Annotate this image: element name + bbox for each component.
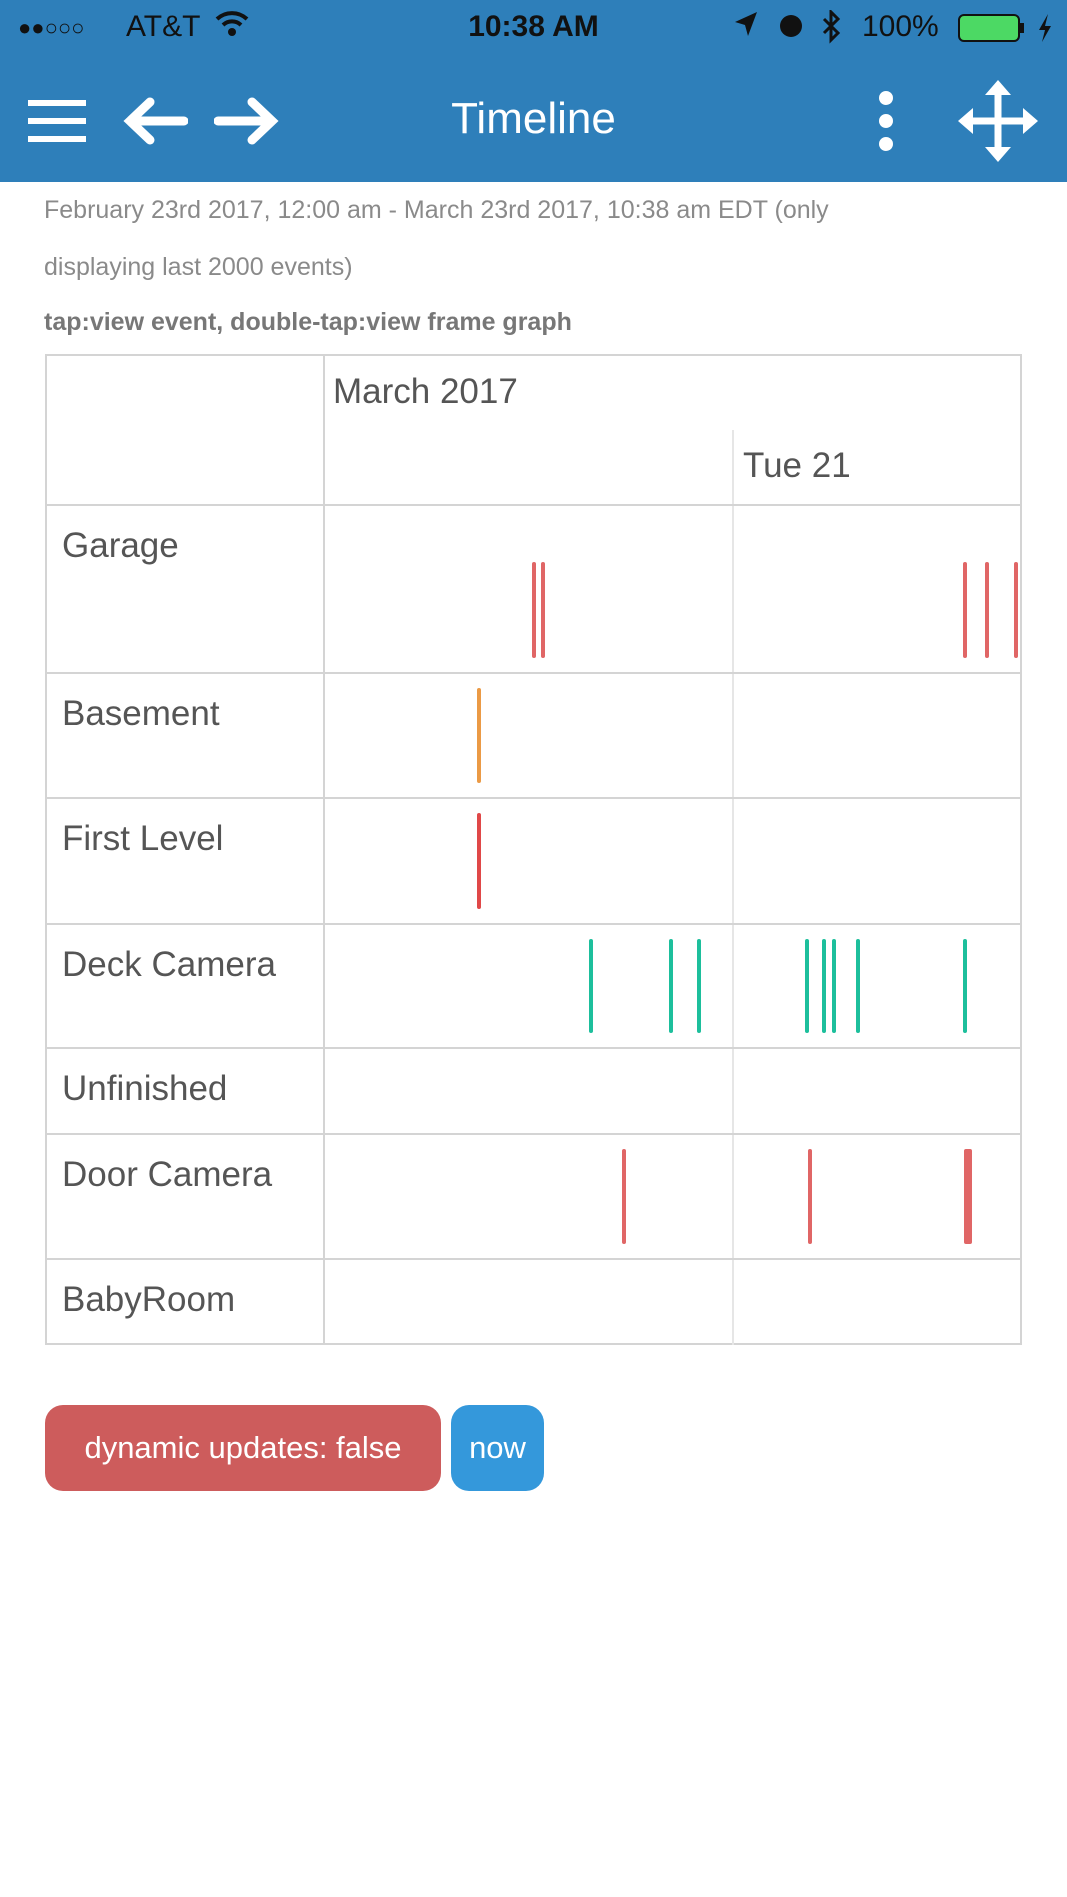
day-axis-label: Tue 21	[743, 446, 851, 485]
event-marker[interactable]	[962, 562, 967, 658]
row-divider	[47, 1047, 1020, 1049]
nav-bar: Timeline	[0, 78, 1067, 168]
timeline-table: March 2017 Tue 21 Garage Basement First Le…	[45, 354, 1022, 1345]
location-icon	[733, 10, 759, 46]
event-marker[interactable]	[1013, 562, 1018, 658]
back-arrow-icon[interactable]	[122, 96, 189, 151]
event-marker[interactable]	[477, 688, 482, 783]
event-marker[interactable]	[832, 939, 837, 1033]
label-column-divider	[323, 356, 325, 1343]
day-divider	[732, 430, 734, 1345]
wifi-icon	[215, 10, 249, 46]
event-marker[interactable]	[697, 939, 701, 1033]
row-label: Unfinished	[62, 1069, 228, 1108]
row-label: Garage	[62, 526, 179, 565]
alarm-icon	[777, 10, 805, 48]
charging-icon	[1036, 13, 1054, 51]
bluetooth-icon	[820, 8, 842, 52]
event-marker[interactable]	[962, 939, 967, 1033]
forward-arrow-icon[interactable]	[213, 96, 280, 151]
event-marker[interactable]	[985, 562, 990, 658]
date-range-note: displaying last 2000 events)	[44, 253, 353, 281]
carrier: AT&T	[126, 10, 201, 43]
more-vertical-icon[interactable]	[876, 90, 896, 157]
row-divider	[47, 1258, 1020, 1260]
row-divider	[47, 797, 1020, 799]
signal-strength: ●●○○○	[18, 15, 85, 40]
row-divider	[47, 672, 1020, 674]
event-marker[interactable]	[541, 562, 546, 658]
month-axis-label: March 2017	[333, 372, 518, 411]
row-divider	[47, 923, 1020, 925]
battery-icon	[958, 14, 1028, 52]
event-marker[interactable]	[532, 562, 537, 658]
menu-icon[interactable]	[28, 98, 86, 149]
move-icon[interactable]	[958, 80, 1038, 167]
event-marker[interactable]	[964, 1149, 973, 1244]
date-range-text: February 23rd 2017, 12:00 am - March 23r…	[44, 196, 829, 224]
row-divider	[47, 1133, 1020, 1135]
header-divider	[47, 504, 1020, 506]
row-label: BabyRoom	[62, 1280, 236, 1319]
event-marker[interactable]	[588, 939, 593, 1033]
row-label: Door Camera	[62, 1155, 273, 1194]
now-button[interactable]: now	[451, 1405, 544, 1491]
row-label: First Level	[62, 819, 224, 858]
row-label: Deck Camera	[62, 945, 276, 984]
usage-hint: tap:view event, double-tap:view frame gr…	[44, 308, 572, 336]
row-label: Basement	[62, 694, 220, 733]
top-bar: ●●○○○ AT&T 10:38 AM 100% Timeline	[0, 0, 1067, 182]
event-marker[interactable]	[855, 939, 860, 1033]
event-marker[interactable]	[804, 939, 809, 1033]
dynamic-updates-button[interactable]: dynamic updates: false	[45, 1405, 441, 1491]
event-marker[interactable]	[807, 1149, 812, 1244]
event-marker[interactable]	[821, 939, 826, 1033]
event-marker[interactable]	[477, 813, 482, 909]
clock: 10:38 AM	[468, 10, 599, 43]
event-marker[interactable]	[669, 939, 674, 1033]
page-title: Timeline	[451, 94, 616, 143]
battery-percent: 100%	[862, 10, 939, 43]
event-marker[interactable]	[621, 1149, 626, 1244]
status-bar: ●●○○○ AT&T 10:38 AM 100%	[0, 8, 1067, 52]
